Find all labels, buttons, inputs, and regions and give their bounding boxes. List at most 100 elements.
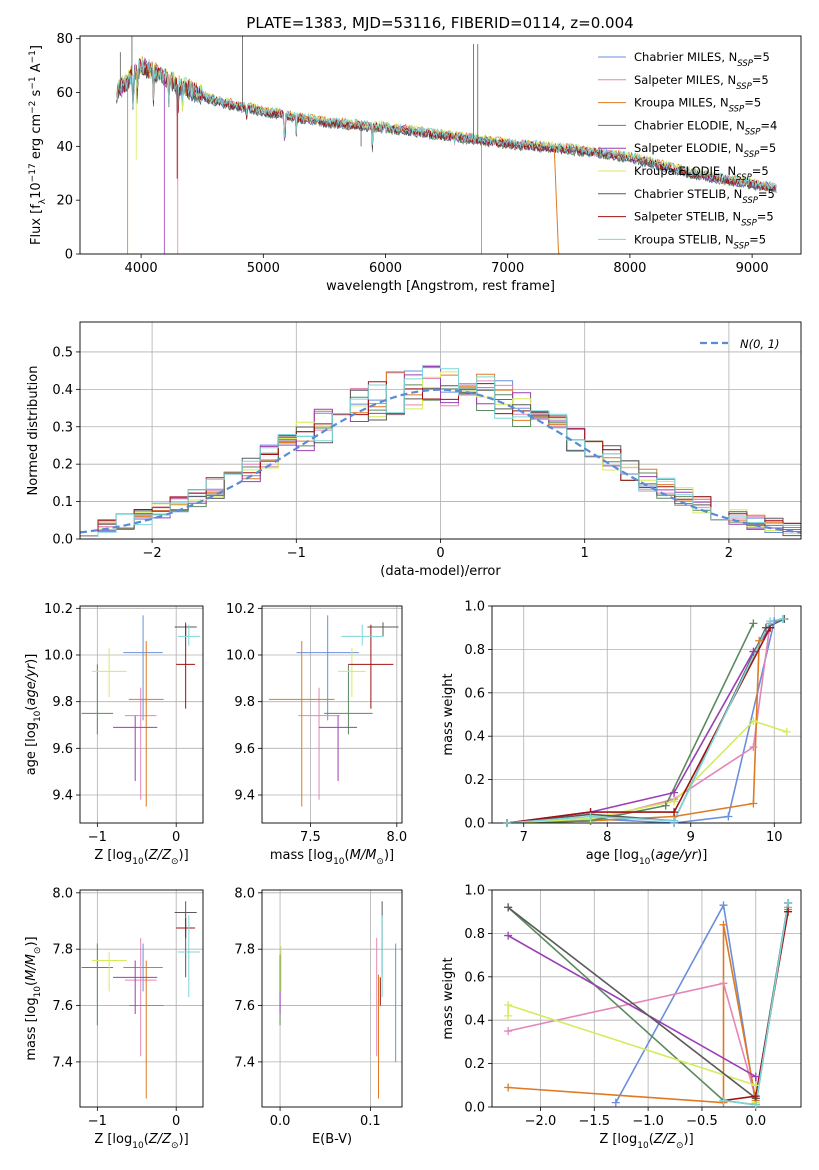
- label-part: Z/Z: [148, 848, 172, 863]
- y-tick-label: 10.2: [226, 602, 255, 617]
- x-tick-label: −2: [143, 546, 162, 561]
- mass-weight-line: [506, 623, 755, 823]
- label-part: mass [log: [24, 997, 39, 1060]
- x-tick-label: −1.0: [632, 1114, 664, 1129]
- marker-plus: [504, 1011, 513, 1020]
- marker-plus: [782, 727, 791, 736]
- legend-count: =5: [759, 141, 776, 155]
- error-bar-point: [91, 952, 127, 992]
- label-part: )]: [697, 848, 707, 863]
- label-part: 10: [29, 182, 44, 199]
- label-part: mass [log: [270, 848, 333, 863]
- y-tick-label: 0.4: [52, 383, 73, 398]
- label-part: 10: [132, 1141, 144, 1151]
- axes-frame: [491, 889, 802, 1108]
- marker-plus: [503, 819, 512, 827]
- legend-sub: SSP: [742, 196, 758, 206]
- label-part: (: [144, 1132, 149, 1147]
- y-tick-label: 9.6: [52, 742, 73, 757]
- label-part: −1: [28, 76, 38, 89]
- y-tick-label: 0.3: [52, 420, 73, 435]
- label-part: mass weight: [441, 957, 456, 1039]
- label-part: 10: [637, 1141, 649, 1151]
- x-tick-label: −1: [88, 1114, 107, 1129]
- x-tick-label: 8: [603, 830, 611, 845]
- marker-plus: [504, 1027, 513, 1036]
- plot-area: [81, 901, 200, 1099]
- y-tick-label: 0.6: [464, 970, 485, 985]
- marker-plus: [611, 1098, 620, 1107]
- label-part: M/M: [350, 848, 377, 863]
- legend-sub: SSP: [745, 127, 761, 137]
- legend-count: =4: [760, 118, 777, 132]
- error-bar-point: [367, 622, 399, 637]
- legend-sub: SSP: [729, 105, 745, 115]
- x-axis-label: wavelength [Angstrom, rest frame]: [326, 279, 555, 294]
- y-tick-label: 0.0: [52, 533, 73, 548]
- label-part: ]: [29, 45, 44, 50]
- label-part: 10: [132, 857, 144, 867]
- label-part: age [log: [586, 848, 639, 863]
- legend-entry: Chabrier MILES, NSSP=5: [634, 50, 770, 69]
- marker-plus: [784, 907, 793, 916]
- legend-n: N: [727, 164, 736, 178]
- error-bar-point: [176, 624, 196, 709]
- x-tick-label: −1: [88, 830, 107, 845]
- x-tick-label: 2: [725, 546, 733, 561]
- x-tick-label: 7: [520, 830, 528, 845]
- y-tick-label: 80: [56, 32, 73, 47]
- legend-entry: Kroupa STELIB, NSSP=5: [634, 232, 766, 251]
- marker-plus: [586, 812, 595, 821]
- y-tick-label: 20: [56, 194, 73, 209]
- error-bar-point: [124, 937, 157, 1057]
- y-axis-label: mass [log10(M/M⊙)]: [24, 936, 43, 1060]
- axes-frame: [79, 605, 204, 824]
- legend-n: N: [727, 73, 736, 87]
- x-tick-label: 0: [172, 1114, 180, 1129]
- marker-plus: [778, 615, 787, 624]
- legend-label: Salpeter STELIB,: [634, 210, 732, 224]
- marker-plus: [504, 903, 513, 912]
- legend-n: N: [732, 210, 741, 224]
- legend-label: Kroupa STELIB,: [634, 232, 725, 246]
- x-tick-label: 9000: [736, 261, 769, 276]
- label-part: )]: [24, 654, 39, 664]
- marker-plus: [719, 979, 728, 988]
- spectrum-line: [116, 58, 777, 190]
- legend-n: N: [725, 232, 734, 246]
- legend-count: =5: [749, 232, 766, 246]
- error-bar-point: [123, 943, 163, 992]
- error-bar-point: [91, 648, 127, 697]
- label-part: mass weight: [441, 673, 456, 755]
- error-bar-point: [296, 615, 359, 721]
- histogram-step: [80, 381, 801, 537]
- y-tick-label: 9.8: [52, 695, 73, 710]
- error-bar-point: [177, 915, 200, 998]
- marker-plus: [751, 1072, 760, 1081]
- y-tick-label: 60: [56, 86, 73, 101]
- x-axis-label: Z [log10(Z/Z⊙)]: [94, 848, 188, 867]
- y-axis-label: Normed distribution: [26, 366, 41, 496]
- label-part: Z [log: [599, 1132, 637, 1147]
- error-bar-point: [174, 901, 197, 978]
- marker-plus: [724, 812, 733, 821]
- x-tick-label: −2.0: [525, 1114, 557, 1129]
- x-axis-label: E(B-V): [312, 1132, 352, 1147]
- x-tick-label: 8.0: [386, 830, 407, 845]
- legend-entry: Salpeter ELODIE, NSSP=5: [634, 141, 776, 160]
- x-axis-label: mass [log10(M/M⊙)]: [270, 848, 394, 867]
- label-part: (: [345, 848, 350, 863]
- y-axis-label: Flux [fλ10−17 erg cm−2 s−1 A−1]: [28, 45, 48, 245]
- x-axis-label: (data-model)/error: [380, 564, 501, 579]
- error-bar-point: [124, 687, 157, 800]
- error-bar-point: [128, 641, 164, 807]
- y-tick-label: 0.8: [464, 927, 485, 942]
- mass-vs-metallicity-panel: −1 07.47.67.88.0Z [log10(Z/Z⊙)]mass [log1…: [24, 886, 204, 1151]
- legend-label: Salpeter MILES,: [634, 73, 727, 87]
- axes-frame: [79, 321, 802, 540]
- label-part: (: [649, 1132, 654, 1147]
- plot-area: [279, 901, 397, 1099]
- legend-n: N: [736, 118, 745, 132]
- label-part: (: [144, 848, 149, 863]
- axes-frame: [261, 605, 403, 824]
